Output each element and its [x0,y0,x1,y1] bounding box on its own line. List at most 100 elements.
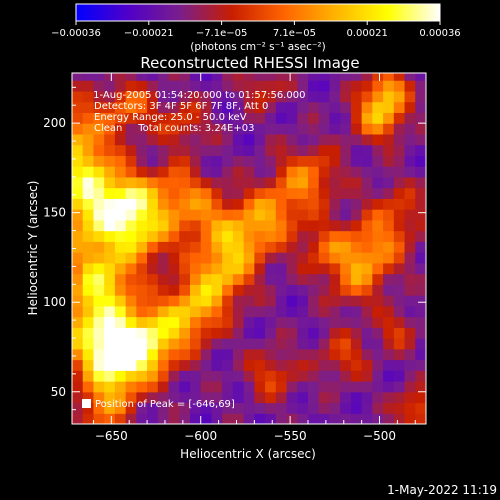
heatmap-cell [383,73,395,81]
heatmap-cell [82,133,95,146]
heatmap-cell [72,112,84,124]
heatmap-cell [404,101,416,113]
heatmap-cell [72,101,84,113]
heatmap-cell [179,305,191,318]
heatmap-cell [308,273,320,285]
heatmap-cell [222,187,234,199]
heatmap-cell [72,327,84,339]
heatmap-cell [361,295,373,307]
heatmap-cell [350,305,363,318]
heatmap-cell [415,338,426,350]
heatmap-cell [318,327,331,339]
heatmap-cell [179,176,191,189]
heatmap-cell [265,402,277,414]
heatmap-cell [179,381,191,393]
heatmap-cell [72,370,84,382]
heatmap-cell [72,90,84,103]
heatmap-cell [72,338,84,350]
heatmap-cell [190,112,202,124]
heatmap-cell [104,370,116,382]
heatmap-cell [157,284,170,296]
heatmap-cell [190,198,202,210]
heatmap-cell [254,262,266,275]
heatmap-cell [136,262,148,275]
heatmap-cell [104,166,116,178]
heatmap-cell [265,144,277,156]
heatmap-cell [308,90,320,103]
heatmap-cell [211,123,223,135]
heatmap-cell [82,381,95,393]
heatmap-cell [114,112,127,124]
footer-timestamp: 1-May-2022 11:19 [387,483,497,497]
heatmap-cell [308,187,320,199]
heatmap-cell [147,391,159,404]
heatmap-cell [415,359,426,371]
heatmap-cell [372,187,384,199]
heatmap-cell [136,316,148,328]
heatmap-cell [93,176,105,189]
heatmap-cell [243,112,255,124]
heatmap-cell [318,284,331,296]
heatmap-cell [168,209,180,221]
heatmap-cell [286,284,298,296]
heatmap-cell [157,413,170,424]
heatmap-cell [222,338,234,350]
heatmap-cell [211,219,223,232]
heatmap-cell [243,219,255,232]
heatmap-cell [415,80,426,92]
heatmap-cell [136,230,148,242]
heatmap-cell [372,273,384,285]
heatmap-cell [297,90,309,103]
heatmap-cell [125,295,137,307]
heatmap-cell [93,348,105,361]
heatmap-cell [114,230,127,242]
heatmap-cell [125,348,137,361]
heatmap-cell [318,241,331,253]
heatmap-cell [157,305,170,318]
heatmap-cell [340,155,352,167]
heatmap-cell [200,112,213,124]
heatmap-cell [286,295,298,307]
heatmap-cell [265,166,277,178]
heatmap-cell [383,338,395,350]
heatmap-cell [200,359,213,371]
heatmap-cell [308,112,320,124]
heatmap-cell [361,198,373,210]
heatmap-cell [200,241,213,253]
heatmap-cell [265,381,277,393]
heatmap-cell [254,73,266,81]
heatmap-cell [125,359,137,371]
heatmap-cell [190,219,202,232]
heatmap-cell [232,252,245,264]
heatmap-cell [200,252,213,264]
heatmap-cell [404,402,416,414]
heatmap-cell [222,284,234,296]
heatmap-cell [340,101,352,113]
heatmap-cell [383,209,395,221]
heatmap-cell [350,144,363,156]
heatmap-cell [297,166,309,178]
heatmap-cell [318,123,331,135]
heatmap-cell [243,90,255,103]
heatmap-cell [393,305,406,318]
heatmap-cell [211,101,223,113]
heatmap-cell [404,187,416,199]
heatmap-cell [318,187,331,199]
heatmap-cell [157,155,170,167]
heatmap-cell [404,284,416,296]
heatmap-cell [157,73,170,81]
heatmap-cell [350,230,363,242]
heatmap-cell [93,155,105,167]
heatmap-cell [318,155,331,167]
heatmap-cell [190,391,202,404]
heatmap-cell [82,123,95,135]
heatmap-cell [275,209,288,221]
heatmap-cell [254,316,266,328]
heatmap-cell [415,241,426,253]
heatmap-cell [147,198,159,210]
heatmap-cell [415,327,426,339]
heatmap-cell [179,187,191,199]
heatmap-cell [275,90,288,103]
heatmap-cell [82,338,95,350]
heatmap-cell [350,187,363,199]
